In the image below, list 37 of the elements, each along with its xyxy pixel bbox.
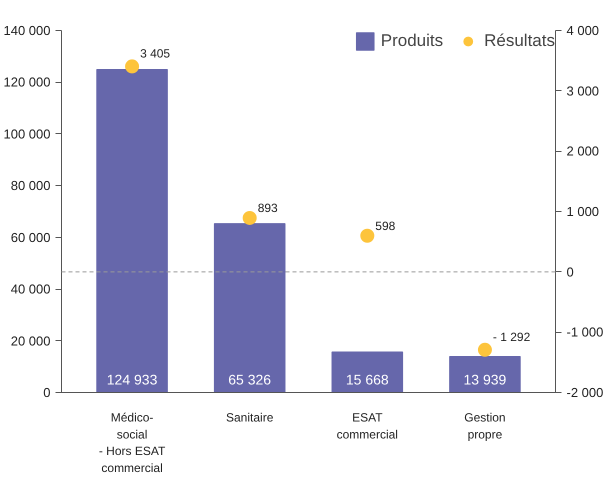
data-label: 65 326 [228, 372, 272, 388]
legend-label: Résultats [484, 31, 555, 51]
y-tick-label: 0 [43, 385, 51, 400]
point [125, 59, 140, 74]
point [242, 210, 257, 225]
data-label: 893 [258, 200, 278, 215]
y2-tick-label: 3 000 [566, 83, 600, 98]
y-tick-label: 140 000 [4, 23, 51, 38]
data-label: 598 [375, 218, 396, 233]
data-label: - 1 292 [492, 330, 531, 344]
y-tick-label: 120 000 [4, 74, 51, 90]
x-tick-label: Sanitaire [226, 410, 274, 424]
x-tick-label: Médico- social - Hors ESAT commercial [98, 410, 166, 475]
y2-tick-label: 2 000 [566, 144, 600, 159]
data-label: 3 405 [140, 46, 170, 60]
y2-tick-label: -2 000 [566, 385, 604, 400]
y-tick-label: 20 000 [10, 333, 51, 348]
y-tick-label: 60 000 [10, 230, 51, 245]
y-tick-label: 80 000 [10, 178, 51, 194]
y2-tick-label: 0 [566, 264, 574, 280]
y-tick-label: 40 000 [10, 282, 51, 297]
y2-tick-label: 1 000 [566, 204, 600, 219]
point [360, 228, 374, 243]
bar [96, 68, 168, 392]
x-tick-label: ESAT commercial [336, 410, 398, 442]
data-label: 15 668 [346, 372, 389, 388]
x-tick-label: Gestion propre [464, 410, 506, 442]
data-label: 13 939 [464, 372, 507, 388]
data-label: 124 933 [106, 372, 158, 388]
y-tick-label: 100 000 [4, 126, 51, 142]
bar [214, 223, 286, 392]
point [478, 342, 492, 357]
y2-tick-label: 4 000 [566, 23, 600, 38]
bar [449, 356, 521, 392]
legend-label: Produits [380, 31, 444, 51]
y2-tick-label: -1 000 [566, 324, 604, 340]
bar [332, 351, 404, 392]
